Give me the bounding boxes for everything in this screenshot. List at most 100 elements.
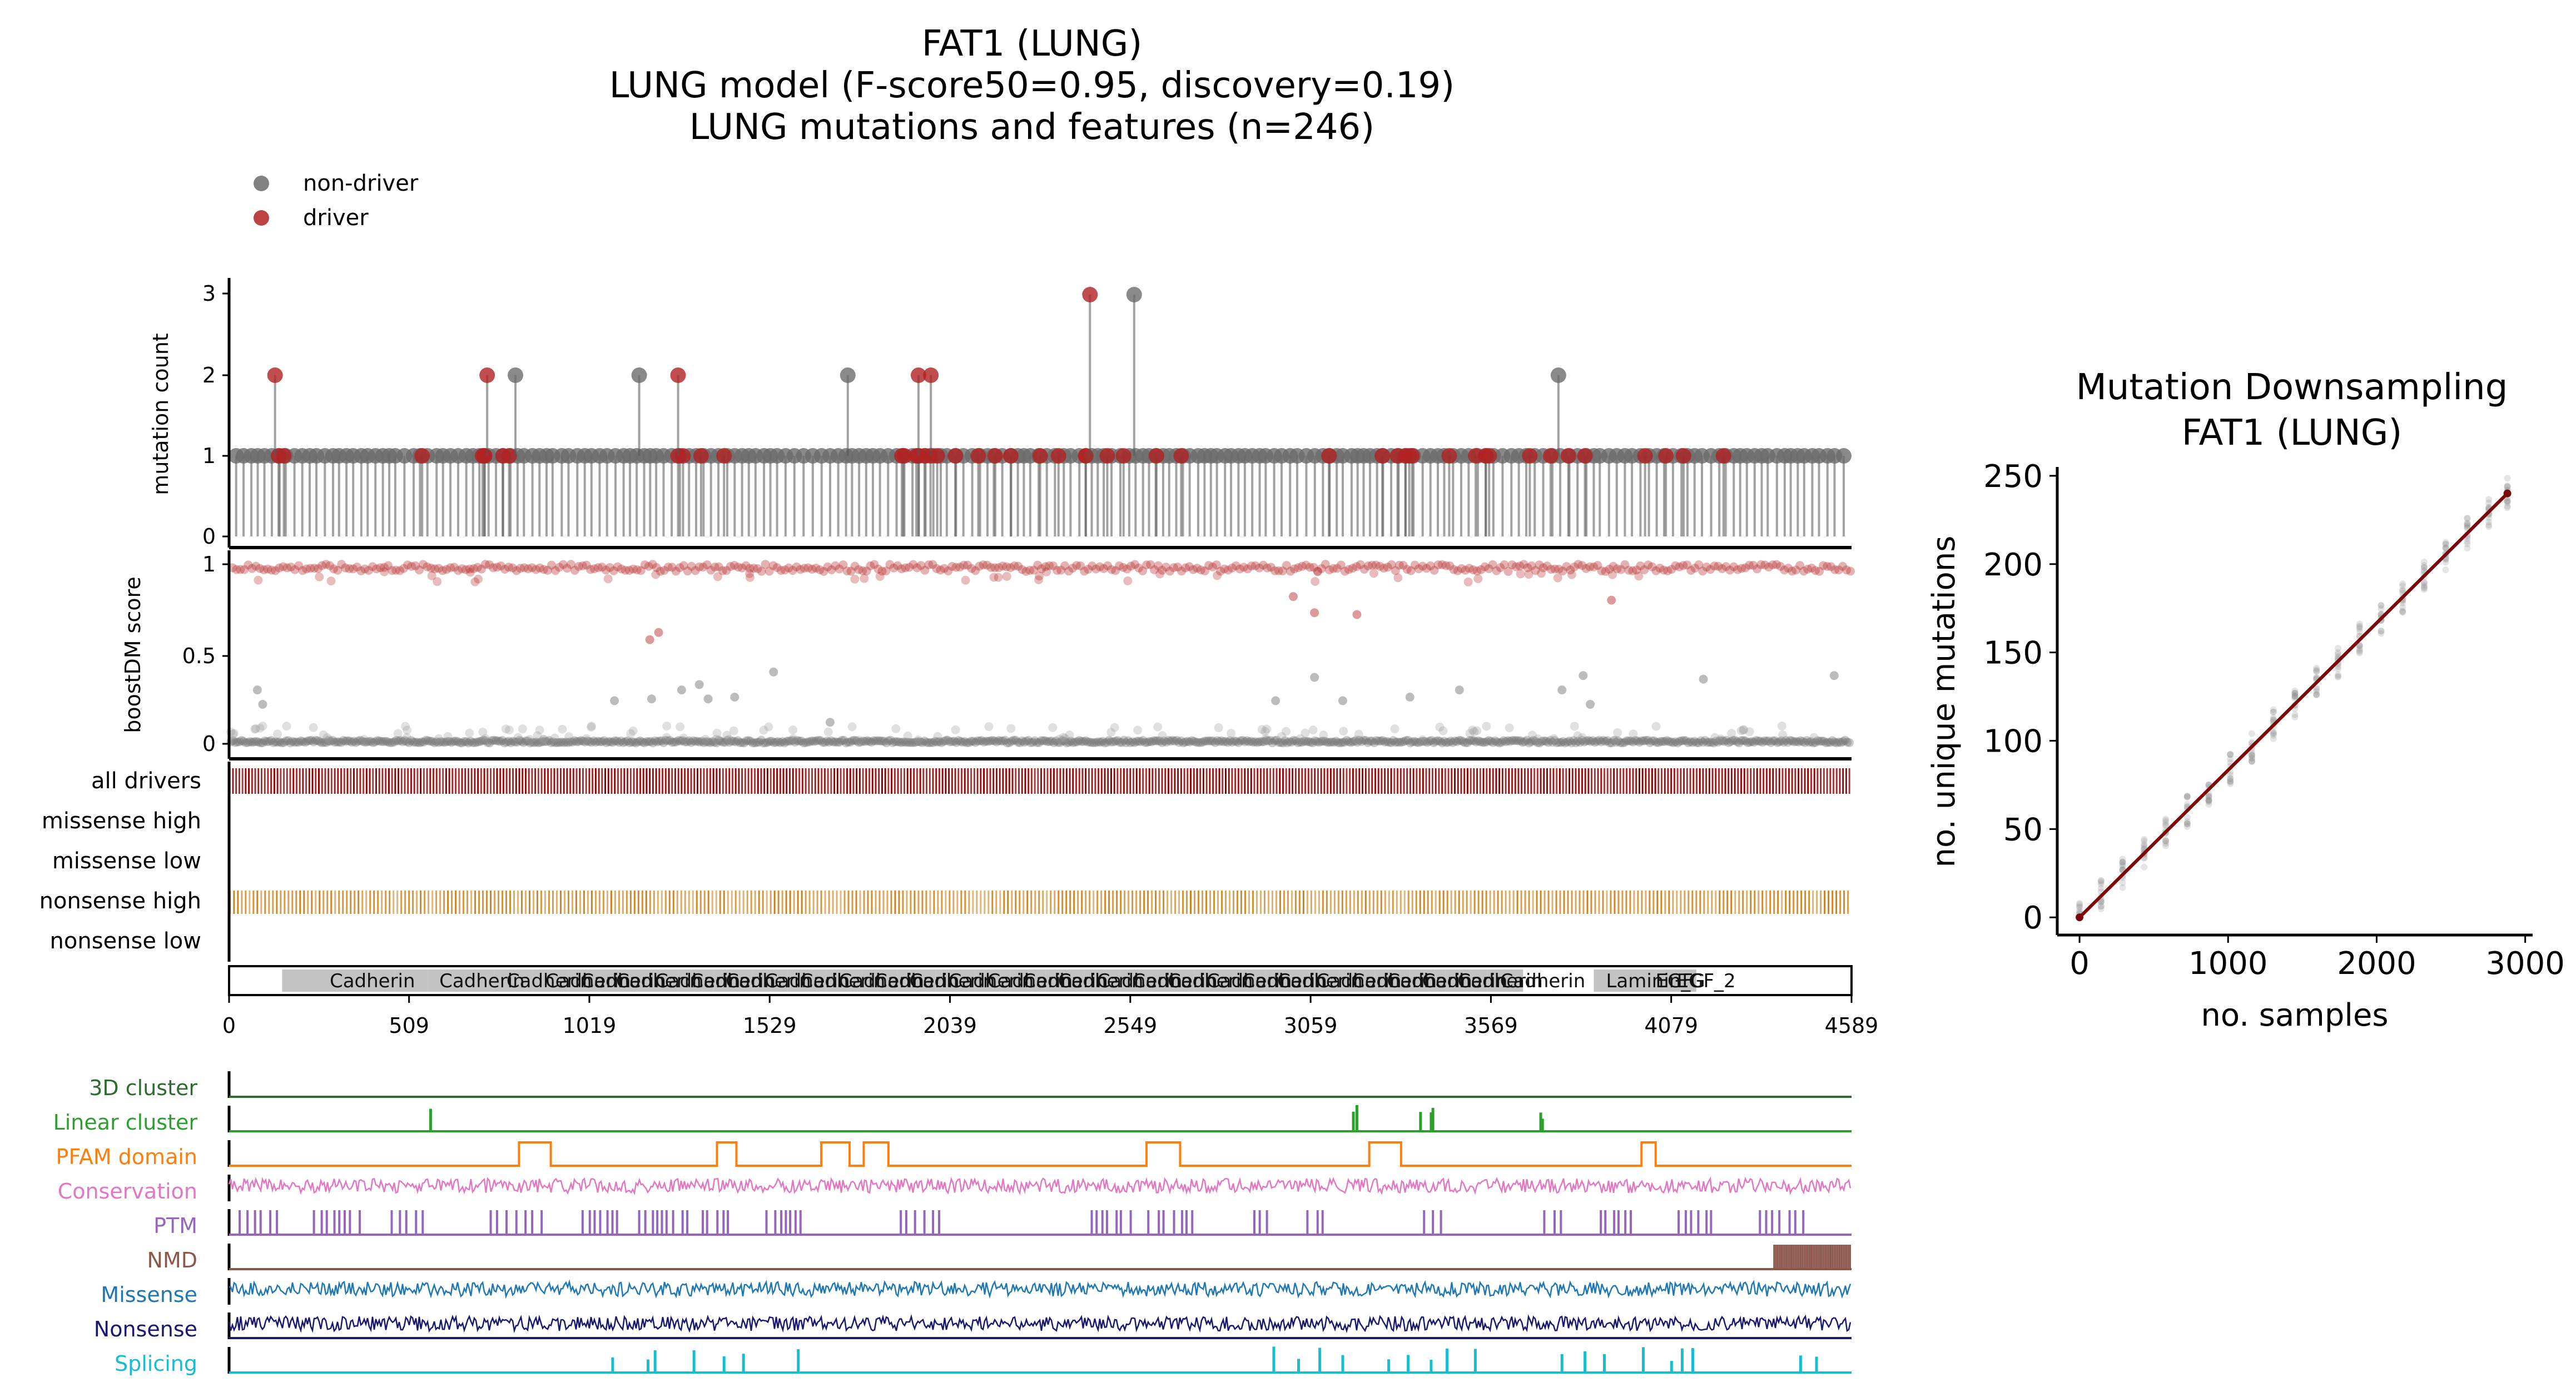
score-point <box>1614 736 1623 745</box>
replicate-point <box>2485 496 2493 503</box>
score-point <box>1000 735 1010 745</box>
score-point <box>1287 737 1296 747</box>
driver-point <box>1560 448 1576 464</box>
score-point <box>287 737 297 746</box>
score-point <box>1497 738 1506 747</box>
score-point <box>1516 736 1525 745</box>
score-point <box>379 737 388 746</box>
score-point <box>1140 738 1150 747</box>
score-point <box>279 562 288 571</box>
score-point <box>729 726 738 735</box>
score-point <box>769 738 778 747</box>
score-point <box>1032 738 1041 747</box>
score-point <box>1777 722 1786 731</box>
feature-track-label: Linear cluster <box>53 1110 198 1135</box>
score-point <box>1073 737 1082 747</box>
score-point <box>665 735 674 745</box>
score-point <box>1599 735 1608 745</box>
score-point <box>1058 736 1067 745</box>
score-point <box>294 738 304 747</box>
replicate-point <box>2291 711 2299 718</box>
legend-label-driver: driver <box>303 205 369 231</box>
score-point <box>1327 737 1337 747</box>
score-point <box>860 574 869 583</box>
fit-endpoint <box>2503 489 2512 498</box>
score-point <box>1586 737 1595 746</box>
score-point <box>320 738 329 747</box>
driver-point <box>1050 448 1066 464</box>
non-driver-point <box>1550 367 1566 383</box>
non-driver-point <box>631 367 647 383</box>
score-point <box>1817 736 1826 745</box>
score-point <box>659 738 668 747</box>
score-point <box>1418 735 1427 744</box>
track-pfam-line <box>229 1141 1852 1167</box>
score-point <box>943 735 952 745</box>
domain-label: Cadherin <box>1500 970 1586 992</box>
score-point <box>259 565 269 575</box>
score-point <box>1020 738 1029 747</box>
score-point <box>1272 735 1282 745</box>
score-point <box>1611 735 1620 745</box>
score-point <box>417 737 426 747</box>
score-point <box>731 737 741 747</box>
xtick-label: 3569 <box>1464 1013 1518 1038</box>
score-point <box>472 737 482 747</box>
panel-mutation-counts: 0 1 2 3 mutation count <box>148 278 1852 549</box>
xtick-label: 1019 <box>563 1013 617 1038</box>
score-point <box>542 737 552 746</box>
feature-track-label: Missense <box>101 1282 197 1307</box>
replicate-point <box>2313 666 2320 673</box>
score-point <box>969 737 978 746</box>
score-point <box>773 737 783 747</box>
score-point <box>748 738 757 748</box>
title-line-2: LUNG model (F-score50=0.95, discovery=0.… <box>609 65 1455 106</box>
score-point <box>1484 736 1493 745</box>
score-point <box>1301 728 1310 738</box>
score-point <box>1406 738 1415 748</box>
score-point <box>1136 737 1145 747</box>
score-point <box>1102 738 1111 747</box>
replicate-point <box>2249 751 2256 758</box>
score-point <box>628 726 638 735</box>
score-point <box>1412 738 1421 747</box>
score-point <box>695 737 704 747</box>
score-point <box>1734 738 1744 748</box>
score-point <box>1219 737 1228 747</box>
score-point <box>1361 735 1371 745</box>
score-point <box>758 738 768 748</box>
score-point <box>1405 693 1414 702</box>
score-point <box>251 561 261 571</box>
score-point <box>651 570 661 579</box>
score-point <box>973 736 982 745</box>
score-point <box>1608 570 1617 579</box>
score-point <box>880 737 889 746</box>
score-point <box>1319 737 1328 746</box>
score-point <box>1791 737 1801 746</box>
score-point <box>518 724 527 734</box>
non-driver-point <box>1126 287 1142 302</box>
score-point <box>1516 569 1525 579</box>
score-point <box>282 722 291 731</box>
score-point <box>625 738 634 748</box>
score-point <box>1571 738 1581 748</box>
score-point <box>1217 736 1226 745</box>
score-point <box>638 737 647 747</box>
score-point <box>1289 735 1298 745</box>
score-point <box>1418 737 1428 746</box>
score-point <box>1580 737 1589 747</box>
score-point <box>1592 737 1602 746</box>
driver-point <box>479 367 495 383</box>
score-point <box>572 737 582 747</box>
score-point <box>1145 737 1154 746</box>
score-point <box>315 737 325 747</box>
score-point <box>232 737 242 747</box>
score-point <box>464 738 473 748</box>
score-point <box>593 737 603 746</box>
score-point <box>324 736 333 745</box>
score-point <box>1626 737 1636 746</box>
score-point <box>1204 736 1213 745</box>
score-point <box>523 736 533 745</box>
score-point <box>1557 685 1567 695</box>
driver-point <box>276 448 292 464</box>
